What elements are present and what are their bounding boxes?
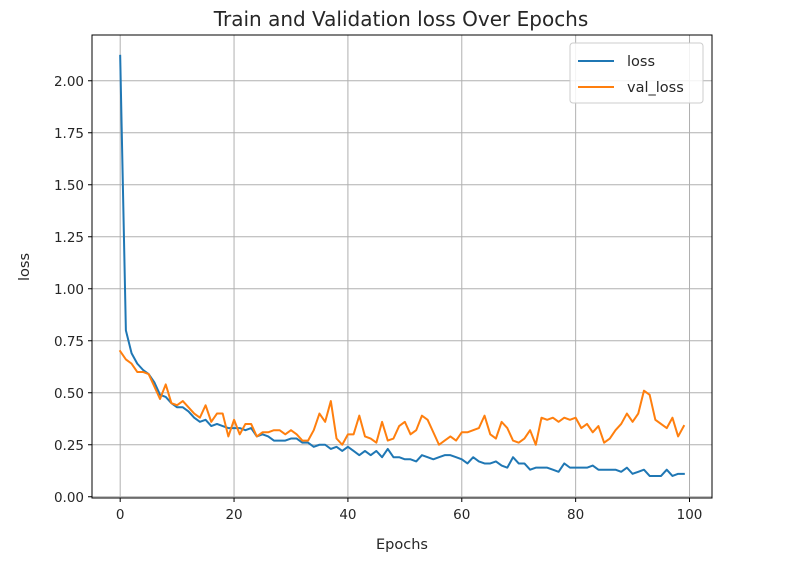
legend-label-loss: loss — [627, 54, 655, 70]
y-tick-label: 1.25 — [54, 230, 84, 246]
grid-lines — [92, 35, 712, 498]
axis-ticks: 0 20 40 60 80 100 0.00 0.25 0.50 0.75 1.00 1.25 1.50… — [54, 74, 702, 523]
legend: loss val_loss — [569, 42, 704, 104]
x-tick-label: 80 — [567, 507, 584, 523]
chart-title: Train and Validation loss Over Epochs — [213, 7, 589, 31]
series-lines — [118, 54, 686, 477]
y-tick-label: 0.25 — [54, 438, 84, 454]
y-tick-label: 2.00 — [54, 74, 84, 90]
x-tick-label: 0 — [116, 507, 125, 523]
x-tick-label: 100 — [677, 507, 703, 523]
x-tick-label: 20 — [225, 507, 242, 523]
x-tick-label: 40 — [339, 507, 356, 523]
y-tick-label: 0.75 — [54, 334, 84, 350]
series-line-loss — [119, 54, 685, 477]
y-tick-label: 1.00 — [54, 282, 84, 298]
y-tick-label: 1.75 — [54, 126, 84, 142]
legend-label-val-loss: val_loss — [627, 80, 684, 96]
y-tick-label: 1.50 — [54, 178, 84, 194]
y-tick-label: 0.50 — [54, 386, 84, 402]
plot-frame — [91, 34, 713, 499]
series-line-val-loss — [118, 349, 686, 446]
x-axis-label: Epochs — [376, 537, 428, 553]
y-tick-label: 0.00 — [54, 490, 84, 506]
x-tick-label: 60 — [453, 507, 470, 523]
y-axis-label: loss — [17, 253, 33, 281]
